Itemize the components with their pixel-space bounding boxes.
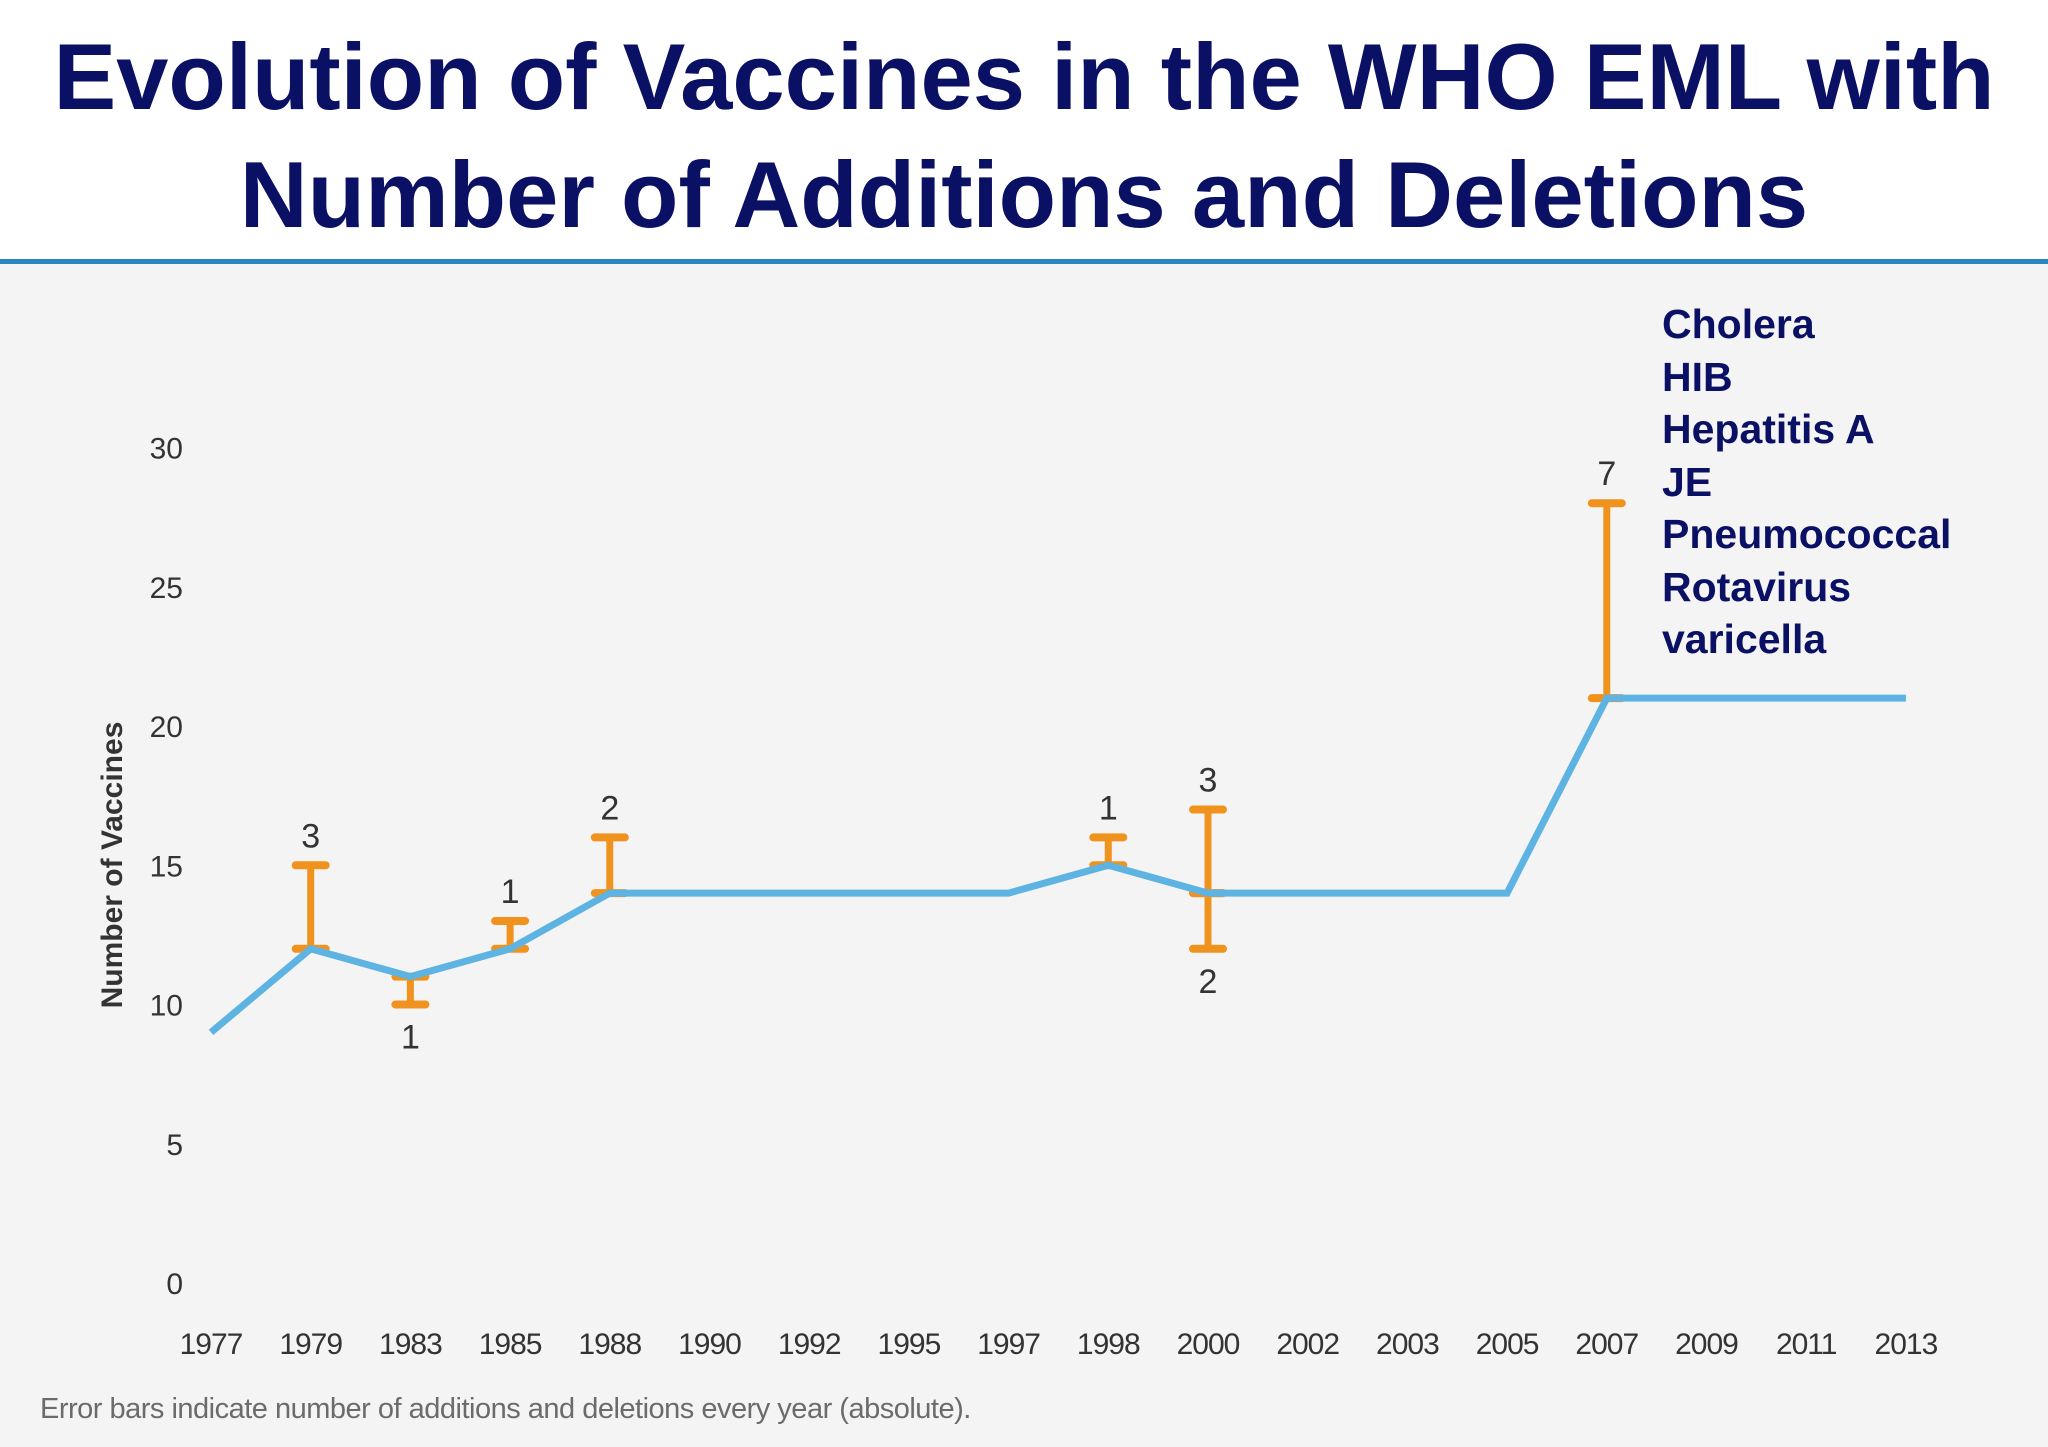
title-divider — [0, 259, 2048, 264]
footnote: Error bars indicate number of additions … — [40, 1393, 971, 1425]
x-tick-label: 2005 — [1476, 1328, 1539, 1361]
vaccine-list-item: varicella — [1662, 616, 1827, 662]
x-tick-label: 1983 — [379, 1328, 442, 1361]
error-bar: 3 — [291, 817, 330, 953]
y-tick-label: 30 — [150, 433, 183, 466]
y-axis-label: Number of Vaccines — [96, 722, 129, 1009]
x-tick-label: 2011 — [1776, 1328, 1837, 1361]
vaccine-list-item: JE — [1662, 458, 1713, 505]
x-axis-ticks: 1977 1979 1983 1985 1988 1990 1992 1995 1997 1998… — [180, 1328, 1939, 1361]
x-tick-label: 1998 — [1077, 1328, 1140, 1361]
y-tick-label: 5 — [166, 1129, 183, 1162]
error-bar-label: 1 — [401, 1019, 420, 1057]
y-tick-label: 0 — [166, 1268, 183, 1301]
x-tick-label: 1992 — [778, 1328, 841, 1361]
error-bar: 1 — [1089, 789, 1128, 870]
vaccine-list-item: Pneumococcal — [1662, 511, 1952, 557]
x-tick-label: 2007 — [1575, 1328, 1638, 1361]
title-line-1: Evolution of Vaccines in the WHO EML wit… — [53, 24, 1995, 129]
error-bar-label: 3 — [1199, 762, 1218, 800]
y-tick-label: 10 — [150, 990, 183, 1023]
error-bar-label: 1 — [1099, 789, 1118, 827]
y-tick-label: 25 — [150, 572, 183, 605]
x-tick-label: 2002 — [1276, 1328, 1339, 1361]
x-tick-label: 2003 — [1376, 1328, 1439, 1361]
error-bar-label: 2 — [600, 789, 619, 827]
error-bar-label: 1 — [501, 873, 520, 911]
chart-panel — [0, 264, 2048, 1447]
title-line-2: Number of Additions and Deletions — [239, 142, 1809, 247]
x-tick-label: 2009 — [1675, 1328, 1738, 1361]
vaccine-list-item: Hepatitis A — [1662, 406, 1875, 452]
series-line — [208, 694, 1906, 1036]
x-tick-label: 1979 — [279, 1328, 342, 1361]
error-bar-label: 2 — [1199, 963, 1218, 1001]
error-bar: 1 — [491, 873, 530, 953]
error-bar-label: 7 — [1597, 455, 1616, 493]
error-bar: 2 — [1189, 889, 1227, 1001]
x-tick-label: 1990 — [678, 1328, 741, 1361]
y-tick-label: 20 — [150, 711, 183, 744]
x-tick-label: 1977 — [180, 1328, 243, 1361]
page-title: Evolution of Vaccines in the WHO EML wit… — [0, 18, 2048, 254]
error-bars: 3 1 1 2 1 3 2 7 — [291, 455, 1626, 1057]
vaccine-list-item: Rotavirus — [1662, 563, 1852, 610]
vaccine-list-item: HIB — [1662, 353, 1733, 400]
x-tick-label: 2013 — [1875, 1328, 1938, 1361]
x-tick-label: 1988 — [578, 1328, 641, 1361]
vaccine-list-item: Cholera — [1662, 301, 1815, 347]
y-axis-ticks: 0 5 10 15 20 25 30 — [150, 433, 183, 1302]
x-tick-label: 1997 — [977, 1328, 1040, 1361]
error-bar: 2 — [590, 789, 629, 898]
vaccines-added-2007-list: Cholera HIB Hepatitis A JE Pneumococcal Rotav… — [1662, 298, 1951, 666]
error-bar: 3 — [1189, 762, 1227, 898]
x-tick-label: 1995 — [878, 1328, 941, 1361]
error-bar: 1 — [391, 972, 430, 1057]
error-bar: 7 — [1587, 455, 1626, 703]
y-tick-label: 15 — [150, 850, 183, 883]
x-tick-label: 2000 — [1177, 1328, 1240, 1361]
error-bar-label: 3 — [301, 817, 320, 855]
x-tick-label: 1985 — [479, 1328, 542, 1361]
